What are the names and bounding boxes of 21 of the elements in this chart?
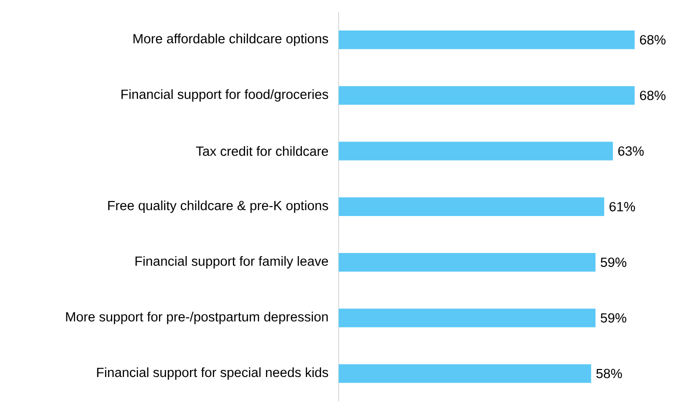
y-tick-label: Financial support for food/groceries (122, 89, 328, 102)
data-label: 63% (618, 146, 644, 156)
bar (338, 364, 592, 383)
bar (338, 30, 635, 50)
y-tick-label: More affordable childcare options (134, 34, 328, 46)
bar (338, 197, 604, 216)
data-label: 61% (610, 202, 636, 212)
bar (338, 86, 635, 105)
data-label: 68% (640, 35, 666, 45)
y-tick-label: Financial support for family leave (136, 256, 328, 268)
y-tick-label: Financial support for special needs kids (97, 367, 328, 380)
data-label: 58% (596, 368, 622, 378)
bar (338, 142, 613, 160)
data-label: 68% (640, 90, 666, 100)
bar (338, 308, 596, 328)
y-tick-label: More support for pre-/postpartum depression (66, 312, 328, 324)
bar (338, 252, 596, 272)
data-label: 59% (600, 313, 626, 323)
y-tick-label: Free quality childcare & pre-K options (108, 200, 328, 213)
y-tick-label: Tax credit for childcare (196, 146, 328, 156)
data-label: 59% (600, 258, 626, 267)
